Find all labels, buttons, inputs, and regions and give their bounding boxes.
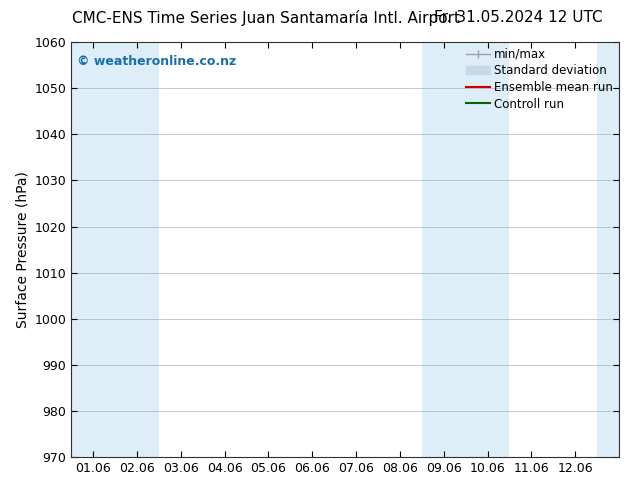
Bar bbox=[597, 42, 619, 457]
Bar bbox=[71, 42, 159, 457]
Bar bbox=[422, 42, 510, 457]
Text: Fr. 31.05.2024 12 UTC: Fr. 31.05.2024 12 UTC bbox=[434, 10, 602, 25]
Y-axis label: Surface Pressure (hPa): Surface Pressure (hPa) bbox=[15, 171, 29, 328]
Text: © weatheronline.co.nz: © weatheronline.co.nz bbox=[77, 54, 236, 68]
Text: CMC-ENS Time Series Juan Santamaría Intl. Airport: CMC-ENS Time Series Juan Santamaría Intl… bbox=[72, 10, 460, 26]
Legend: min/max, Standard deviation, Ensemble mean run, Controll run: min/max, Standard deviation, Ensemble me… bbox=[463, 46, 616, 113]
